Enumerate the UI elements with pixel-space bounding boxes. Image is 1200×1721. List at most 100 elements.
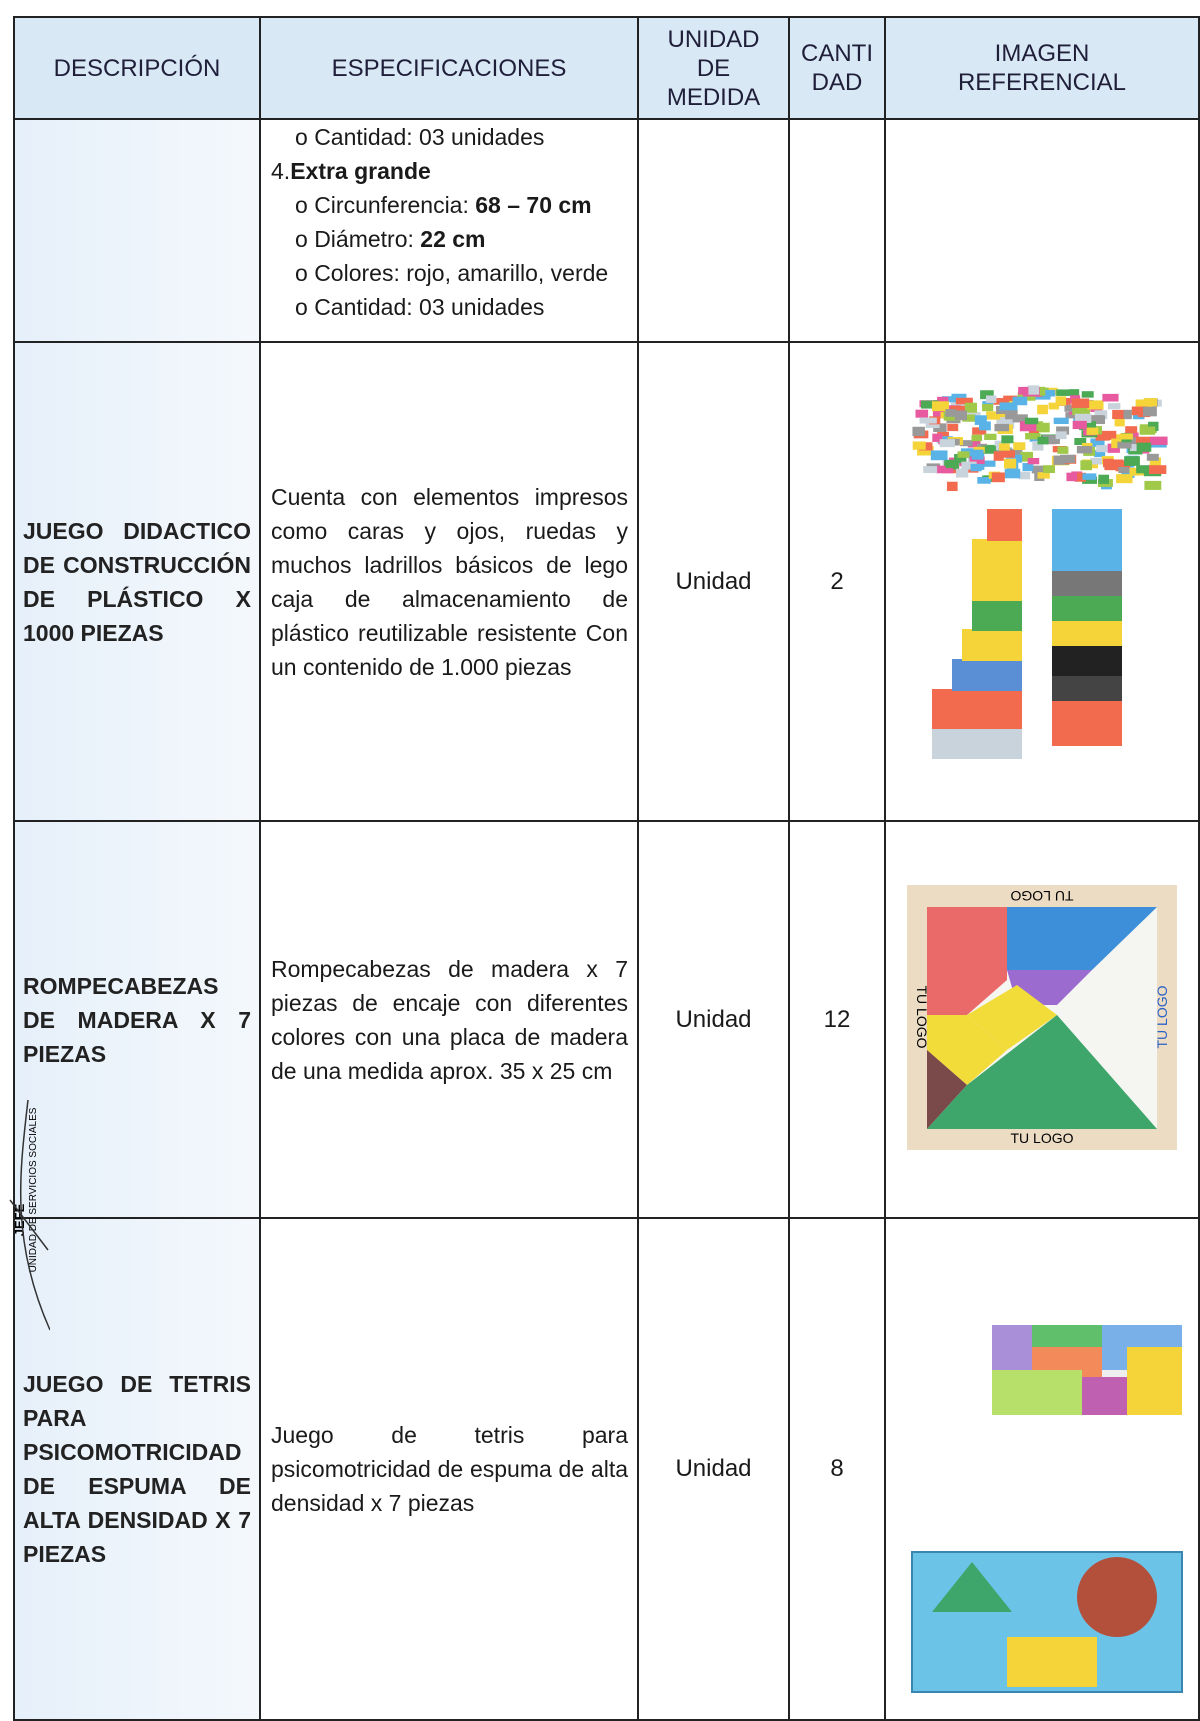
shape bbox=[1027, 458, 1040, 465]
shape bbox=[957, 451, 970, 458]
shape bbox=[1071, 398, 1090, 408]
stamp: JEFE UNIDAD DE SERVICIOS SOCIALES bbox=[9, 1099, 50, 1331]
shape bbox=[912, 426, 925, 437]
shape bbox=[1090, 457, 1102, 465]
shape bbox=[1037, 436, 1049, 445]
shape bbox=[1019, 421, 1037, 432]
cell bbox=[788, 118, 886, 343]
shape bbox=[993, 398, 1010, 405]
shape bbox=[932, 689, 1022, 729]
shape bbox=[1052, 676, 1122, 701]
shape bbox=[1012, 396, 1028, 406]
header-cell: DESCRIPCIÓN bbox=[13, 16, 261, 120]
shape bbox=[1005, 409, 1018, 420]
shape bbox=[1079, 421, 1097, 431]
shape bbox=[1098, 474, 1110, 484]
shape bbox=[955, 468, 969, 478]
shape bbox=[1013, 442, 1026, 451]
shape bbox=[1144, 480, 1162, 490]
bullet: o bbox=[295, 192, 308, 218]
shape bbox=[974, 415, 987, 425]
shape bbox=[1072, 407, 1091, 415]
item-row: JUEGO DIDACTICO DE CONSTRUCCIÓN DE PLÁST… bbox=[13, 341, 1200, 822]
shape bbox=[991, 472, 1005, 483]
header-text: UNIDAD bbox=[667, 25, 760, 53]
shape bbox=[1038, 422, 1050, 433]
spec-line: o Diámetro: 22 cm bbox=[271, 222, 628, 256]
shape bbox=[1119, 433, 1133, 440]
spec-line: 4.Extra grande bbox=[271, 154, 628, 188]
cell bbox=[884, 118, 1200, 343]
spec-line: o Circunferencia: 68 – 70 cm bbox=[271, 188, 628, 222]
spec-line: o Colores: rojo, amarillo, verde bbox=[271, 256, 628, 290]
shape bbox=[1025, 433, 1041, 440]
shape bbox=[984, 433, 997, 440]
shape bbox=[961, 461, 977, 470]
shape bbox=[1107, 403, 1121, 410]
shape bbox=[1094, 410, 1108, 420]
shape bbox=[954, 410, 967, 421]
shape bbox=[1149, 436, 1168, 445]
shape bbox=[1117, 441, 1132, 449]
shape bbox=[1076, 445, 1093, 454]
shape bbox=[1057, 446, 1069, 454]
shape bbox=[934, 407, 945, 417]
spec-table: DESCRIPCIÓN ESPECIFICACIONES UNIDAD DE MED… bbox=[13, 16, 1200, 1721]
shape bbox=[951, 393, 967, 401]
shape bbox=[1069, 389, 1080, 396]
shape bbox=[1059, 454, 1076, 463]
header-cell: CANTI DAD bbox=[788, 16, 886, 120]
shape bbox=[932, 729, 1022, 759]
logo-text: TU LOGO bbox=[1154, 985, 1170, 1048]
spec-line: o Cantidad: 03 unidades bbox=[271, 120, 628, 154]
shape bbox=[927, 1014, 1157, 1129]
shape bbox=[1072, 420, 1087, 430]
bullet: o bbox=[295, 226, 308, 252]
shape bbox=[978, 421, 991, 431]
shape bbox=[967, 440, 981, 448]
spec-text: Cantidad: 03 unidades bbox=[314, 294, 545, 320]
shape bbox=[1065, 412, 1079, 419]
image-cell bbox=[884, 1217, 1200, 1721]
header-text: DESCRIPCIÓN bbox=[53, 54, 221, 82]
shape bbox=[1106, 459, 1124, 470]
shape bbox=[1052, 646, 1122, 676]
shape bbox=[1143, 398, 1158, 407]
shape bbox=[1074, 472, 1086, 482]
shape bbox=[1052, 596, 1122, 621]
shape bbox=[1041, 389, 1056, 397]
shape bbox=[972, 539, 1022, 571]
shape bbox=[945, 409, 957, 417]
shape bbox=[1074, 413, 1092, 423]
header-text: REFERENCIAL bbox=[957, 69, 1127, 96]
spec-text: Cantidad: 03 unidades bbox=[314, 124, 545, 150]
shape bbox=[971, 434, 983, 442]
shape bbox=[972, 569, 1022, 601]
shape bbox=[1027, 385, 1040, 395]
shape bbox=[1018, 386, 1029, 395]
shape bbox=[1055, 431, 1067, 440]
shape bbox=[1056, 389, 1072, 396]
shape bbox=[1017, 392, 1036, 401]
stamp-unit: UNIDAD DE SERVICIOS SOCIALES bbox=[28, 1107, 39, 1272]
shape bbox=[1090, 438, 1105, 447]
shape bbox=[999, 443, 1010, 451]
shape bbox=[1024, 417, 1039, 425]
shape bbox=[1004, 458, 1017, 469]
shape bbox=[1125, 426, 1138, 434]
shape bbox=[927, 906, 1007, 1015]
shape bbox=[1095, 434, 1110, 441]
shape bbox=[930, 450, 948, 461]
shape bbox=[1124, 456, 1140, 466]
header-text: ESPECIFICACIONES bbox=[331, 54, 567, 82]
shape bbox=[1022, 463, 1034, 472]
shape bbox=[1094, 450, 1106, 458]
spec-text: Diámetro: bbox=[314, 226, 414, 252]
spec-text: Circunferencia: bbox=[314, 192, 469, 218]
shape bbox=[1003, 395, 1018, 403]
item-row: ROMPECABEZAS DE MADERA X 7 PIEZAS Rompec… bbox=[13, 820, 1200, 1219]
item-row: JUEGO DE TETRIS PARA PSICOMOTRICIDAD DE … bbox=[13, 1217, 1200, 1721]
lego-tower bbox=[932, 509, 1122, 759]
shape bbox=[1037, 472, 1050, 479]
shape bbox=[950, 405, 967, 415]
